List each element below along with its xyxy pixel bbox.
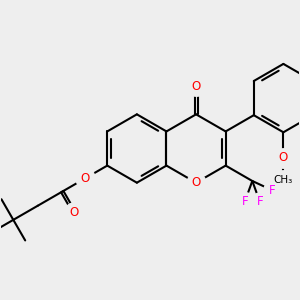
- Text: O: O: [279, 151, 288, 164]
- Text: O: O: [191, 176, 201, 189]
- Text: CH₃: CH₃: [274, 175, 293, 185]
- Text: O: O: [191, 80, 201, 93]
- Text: F: F: [256, 195, 263, 208]
- Text: O: O: [81, 172, 90, 185]
- Text: F: F: [269, 184, 276, 197]
- Text: O: O: [70, 206, 79, 219]
- Text: F: F: [242, 195, 248, 208]
